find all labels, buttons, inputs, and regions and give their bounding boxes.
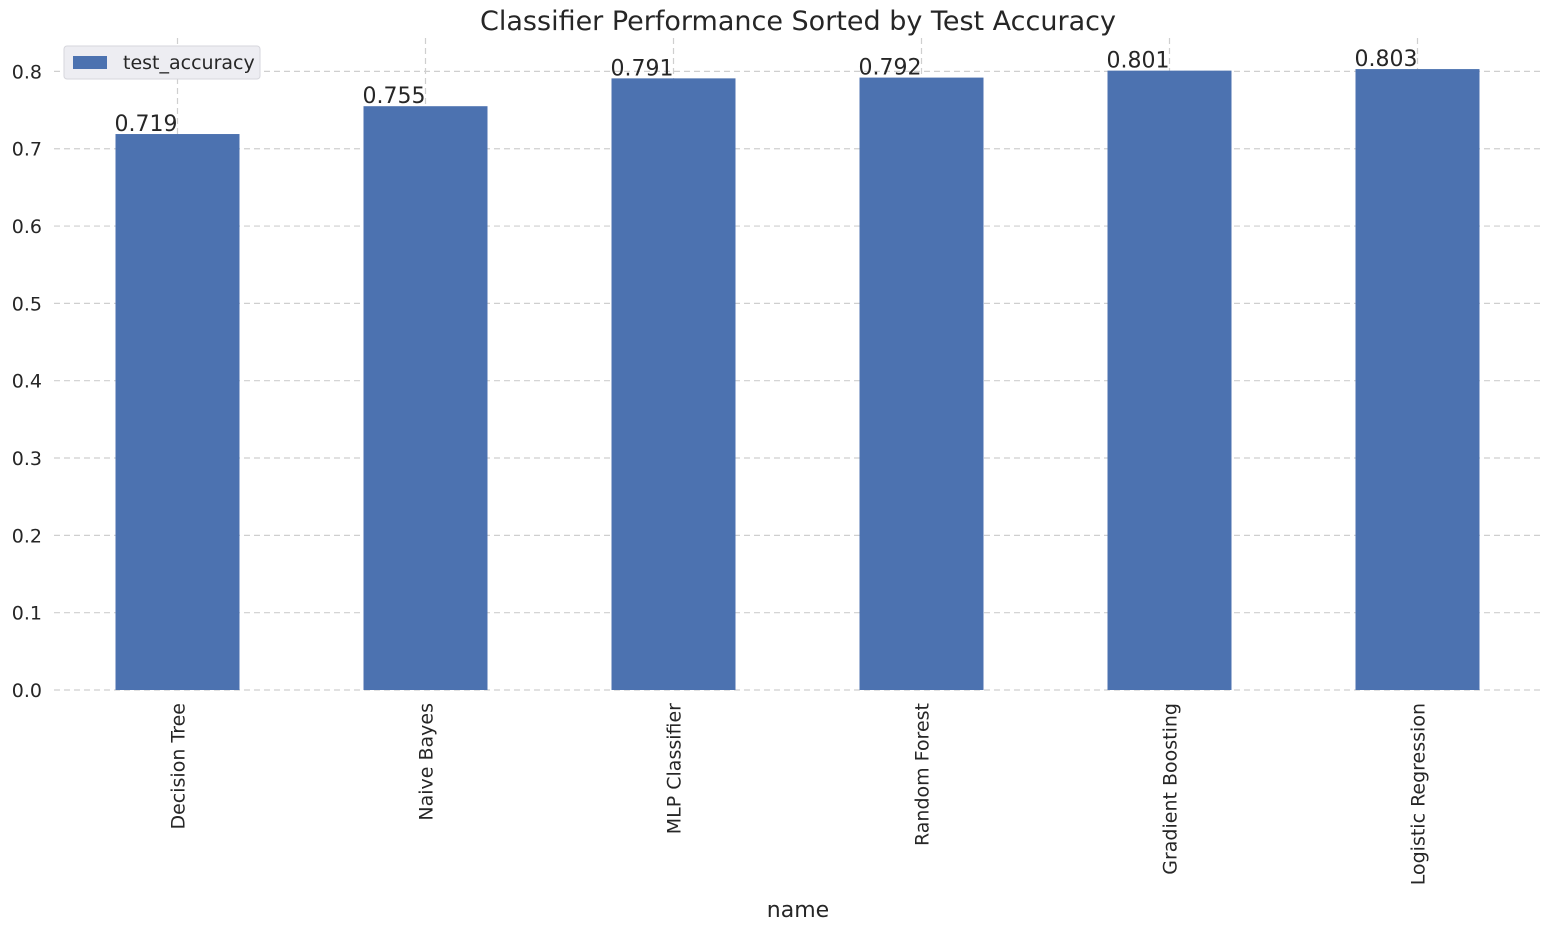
bar <box>611 78 736 690</box>
x-tick-label: Decision Tree <box>168 703 190 830</box>
bar <box>1107 70 1232 691</box>
data-label: 0.803 <box>1355 47 1418 72</box>
y-axis-ticks: 0.0 0.1 0.2 0.3 0.4 0.5 0.6 0.7 0.8 <box>12 61 42 702</box>
y-tick-label: 0.5 <box>12 293 42 315</box>
legend: test_accuracy <box>63 45 261 80</box>
legend-label: test_accuracy <box>123 52 255 74</box>
chart-title: Classifier Performance Sorted by Test Ac… <box>480 6 1116 37</box>
y-tick-label: 0.7 <box>12 139 42 161</box>
y-tick-label: 0.6 <box>12 216 42 238</box>
y-tick-label: 0.4 <box>12 371 42 393</box>
x-axis-label: name <box>767 898 829 923</box>
y-tick-label: 0.3 <box>12 448 42 470</box>
data-label: 0.719 <box>115 112 178 137</box>
x-tick-label: MLP Classifier <box>664 703 686 834</box>
data-labels: 0.719 0.755 0.791 0.792 0.801 0.803 <box>115 47 1418 137</box>
x-tick-label: Gradient Boosting <box>1160 703 1182 875</box>
y-tick-label: 0.0 <box>12 680 42 702</box>
bar <box>115 134 240 691</box>
data-label: 0.792 <box>859 56 922 81</box>
x-tick-label: Logistic Regression <box>1408 703 1430 885</box>
data-label: 0.755 <box>363 84 426 109</box>
bar <box>363 106 488 690</box>
x-tick-label: Naive Bayes <box>416 703 438 821</box>
y-tick-label: 0.1 <box>12 603 42 625</box>
bars <box>115 69 1480 691</box>
y-tick-label: 0.2 <box>12 525 42 547</box>
legend-frame <box>63 45 261 80</box>
legend-swatch <box>73 56 107 69</box>
bar <box>859 77 984 690</box>
data-label: 0.801 <box>1107 49 1170 74</box>
y-tick-label: 0.8 <box>12 61 42 83</box>
grid <box>54 38 1542 691</box>
data-label: 0.791 <box>611 56 674 81</box>
x-axis-ticks: Decision Tree Naive Bayes MLP Classifier Ra… <box>168 703 1430 885</box>
x-tick-label: Random Forest <box>912 703 934 846</box>
bar <box>1355 69 1480 690</box>
